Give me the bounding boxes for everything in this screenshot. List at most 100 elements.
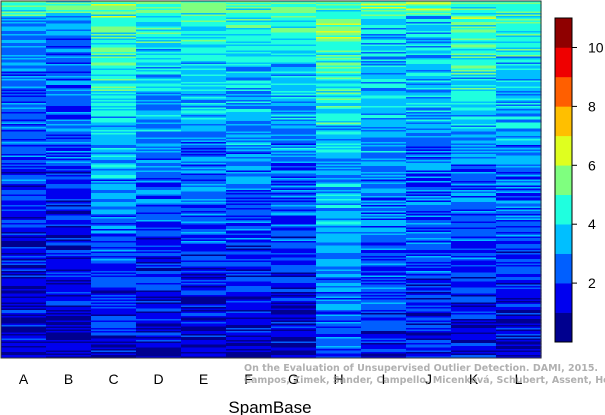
heatmap-cell — [406, 11, 452, 14]
heatmap-cell — [226, 248, 272, 251]
heatmap-cell — [406, 80, 452, 83]
heatmap-cell — [136, 344, 182, 347]
heatmap-cell — [46, 259, 92, 261]
heatmap-cell — [406, 347, 452, 350]
heatmap-cell — [271, 41, 317, 44]
heatmap-cell — [226, 272, 272, 275]
heatmap-cell — [496, 106, 542, 108]
heatmap-cell — [46, 50, 92, 53]
heatmap-cell — [361, 277, 407, 279]
heatmap-cell — [451, 154, 497, 156]
heatmap-cell — [316, 211, 362, 213]
heatmap-cell — [271, 278, 317, 281]
heatmap-cell — [181, 47, 227, 50]
heatmap-cell — [406, 265, 452, 267]
heatmap-cell — [46, 329, 92, 332]
heatmap-cell — [46, 266, 92, 269]
heatmap-cell — [496, 68, 542, 71]
heatmap-cell — [181, 307, 227, 309]
heatmap-cell — [361, 194, 407, 197]
heatmap-cell — [226, 160, 272, 162]
heatmap-cell — [316, 251, 362, 254]
heatmap-cell — [406, 208, 452, 210]
heatmap-cell — [451, 164, 497, 167]
heatmap-cell — [406, 7, 452, 9]
heatmap-cell — [271, 155, 317, 158]
heatmap-cell — [316, 104, 362, 107]
heatmap-cell — [226, 218, 272, 221]
heatmap-cell — [46, 194, 92, 197]
heatmap-cell — [406, 4, 452, 6]
heatmap-cell — [181, 226, 227, 228]
heatmap-cell — [1, 179, 47, 182]
heatmap-cell — [181, 323, 227, 326]
heatmap-cell — [316, 304, 362, 306]
heatmap-cell — [271, 292, 317, 294]
heatmap-cell — [46, 20, 92, 23]
heatmap-cell — [316, 122, 362, 125]
heatmap-cell — [226, 281, 272, 284]
heatmap-cell — [1, 250, 47, 252]
heatmap-cell — [136, 8, 182, 11]
heatmap-cell — [361, 44, 407, 47]
heatmap-cell — [136, 322, 182, 324]
heatmap-cell — [316, 269, 362, 272]
heatmap-cell — [316, 89, 362, 92]
heatmap-cell — [271, 332, 317, 335]
heatmap-cell — [361, 301, 407, 303]
heatmap-cell — [271, 320, 317, 323]
heatmap-cell — [406, 67, 452, 69]
heatmap-cell — [451, 347, 497, 350]
heatmap-cell — [271, 73, 317, 75]
heatmap-cell — [136, 122, 182, 125]
heatmap-cell — [406, 127, 452, 129]
heatmap-cell — [181, 116, 227, 119]
heatmap-cell — [91, 280, 137, 282]
heatmap-cell — [361, 286, 407, 288]
heatmap-cell — [91, 247, 137, 249]
heatmap-cell — [91, 274, 137, 276]
heatmap-cell — [1, 287, 47, 290]
heatmap-cell — [271, 85, 317, 87]
heatmap-cell — [406, 70, 452, 72]
heatmap-cell — [451, 206, 497, 209]
colorbar-tick-label: 4 — [588, 216, 596, 232]
heatmap-cell — [226, 113, 272, 116]
heatmap-cell — [226, 332, 272, 335]
heatmap-cell — [226, 53, 272, 56]
heatmap-cell — [271, 178, 317, 180]
heatmap-cell — [46, 80, 92, 83]
heatmap-cell — [91, 220, 137, 222]
heatmap-cell — [451, 94, 497, 96]
heatmap-cell — [496, 269, 542, 272]
heatmap-cell — [1, 88, 47, 90]
heatmap-cell — [316, 322, 362, 324]
heatmap-cell — [1, 143, 47, 146]
heatmap-cell — [91, 188, 137, 191]
heatmap-cell — [46, 232, 92, 234]
heatmap-cell — [1, 283, 47, 285]
heatmap-cell — [226, 253, 272, 255]
heatmap-cell — [361, 223, 407, 225]
heatmap-cell — [46, 206, 92, 209]
heatmap-cell — [136, 56, 182, 59]
heatmap-cell — [316, 98, 362, 101]
heatmap-cell — [46, 308, 92, 311]
heatmap-cell — [46, 247, 92, 249]
heatmap-cell — [496, 101, 542, 104]
heatmap-cell — [451, 328, 497, 330]
heatmap-cell — [271, 37, 317, 39]
heatmap-cell — [361, 185, 407, 188]
heatmap-cell — [451, 26, 497, 29]
heatmap-cell — [226, 145, 272, 147]
heatmap-cell — [361, 113, 407, 116]
heatmap-cell — [46, 322, 92, 324]
heatmap-cell — [46, 35, 92, 38]
heatmap-cell — [1, 1, 47, 3]
heatmap-cell — [271, 340, 317, 342]
heatmap-cell — [46, 176, 92, 179]
heatmap-cell — [271, 166, 317, 168]
heatmap-cell — [406, 79, 452, 81]
heatmap-cell — [316, 202, 362, 204]
heatmap-cell — [496, 290, 542, 293]
